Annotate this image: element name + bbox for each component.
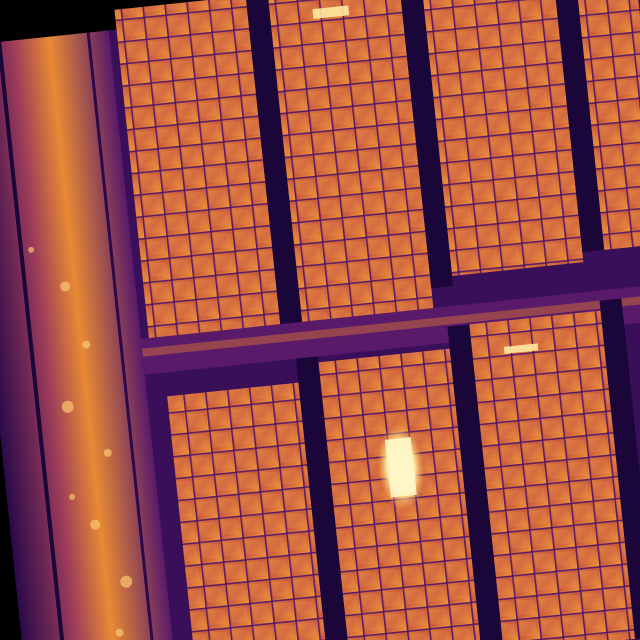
lower-panel-row-1 [167,382,330,640]
ground-speckles [28,246,133,637]
ground-edge-line-2 [86,32,165,640]
upper-panel-row-1 [114,0,284,370]
upper-panel-row-2 [267,0,434,322]
upper-panel-row-3 [420,0,584,276]
lower-panel-row-2 [318,348,484,640]
lower-panel-row-3 [469,310,636,640]
column-gaps [245,0,640,640]
ground-edge-line [0,41,77,640]
hotspot-bar [503,343,539,354]
row-gap-highlight [142,290,640,357]
hotspot-small [312,5,350,20]
upper-panel-row-4 [573,0,640,250]
